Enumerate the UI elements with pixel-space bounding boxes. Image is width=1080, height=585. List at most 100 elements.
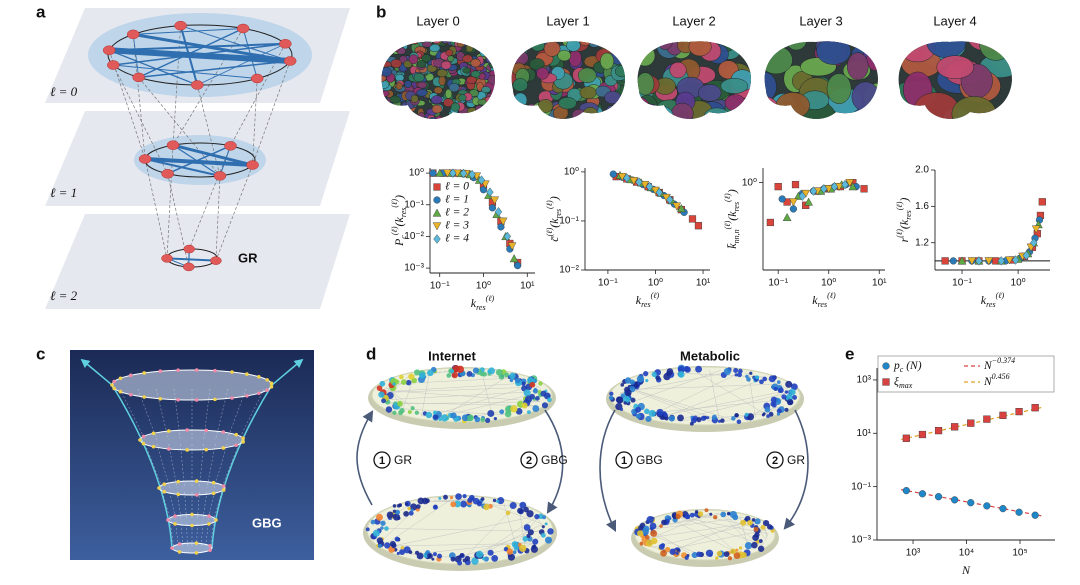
- network-node: [377, 543, 382, 548]
- network-node: [666, 370, 672, 377]
- layer-link: [226, 388, 247, 441]
- network-node: [532, 388, 539, 394]
- step-label: GR: [787, 453, 805, 467]
- data-point: [782, 212, 792, 221]
- panel-a: [45, 8, 350, 309]
- brain-parcel: [423, 41, 433, 44]
- network-node: [646, 516, 654, 524]
- network-node: [389, 540, 396, 547]
- network-node: [432, 552, 437, 557]
- brain-parcel: [433, 86, 443, 94]
- brain-parcel: [579, 86, 597, 100]
- network-node: [151, 431, 156, 436]
- network-node: [385, 406, 393, 413]
- network-node: [211, 480, 216, 485]
- step-circle: [615, 451, 633, 469]
- brain-parcel: [381, 74, 387, 83]
- network-node: [472, 367, 479, 374]
- network-node: [167, 447, 171, 451]
- brain-parcel: [764, 71, 777, 102]
- network-node: [762, 376, 768, 382]
- data-point: [623, 173, 631, 183]
- brain-parcel: [381, 90, 390, 98]
- network-edge: [759, 542, 765, 547]
- brain-parcel: [709, 113, 731, 119]
- brain-parcel: [417, 112, 426, 119]
- data-point: [820, 184, 828, 194]
- network-node: [509, 502, 517, 510]
- brain-parcel: [417, 122, 426, 129]
- brain-surface: [381, 41, 496, 129]
- brain-parcel: [515, 111, 528, 119]
- supernode-link: [172, 28, 244, 146]
- network-node: [438, 496, 442, 500]
- network-node: [615, 396, 623, 404]
- brain-parcel: [846, 52, 869, 81]
- network-node: [427, 369, 434, 377]
- network-edge: [382, 390, 541, 402]
- network-node: [523, 524, 531, 531]
- data-point: [459, 168, 468, 179]
- label-part: k̄: [725, 243, 739, 249]
- network-node: [609, 391, 614, 396]
- network-node: [734, 373, 738, 377]
- network-node: [132, 72, 145, 83]
- brain-parcel: [476, 118, 485, 119]
- brain-parcel: [425, 120, 434, 129]
- brain-parcel: [530, 41, 546, 52]
- brain-parcel: [421, 41, 432, 42]
- network-node: [221, 488, 226, 492]
- network-node: [474, 416, 481, 423]
- brain-parcel: [491, 108, 496, 115]
- brain-parcel: [400, 110, 412, 118]
- brain-parcel: [421, 120, 428, 126]
- panel-label: b: [376, 2, 386, 21]
- network-node: [747, 520, 753, 526]
- network-node: [498, 373, 505, 380]
- data-point: [490, 196, 500, 205]
- brain-parcel: [438, 75, 446, 86]
- network-node: [142, 395, 147, 399]
- network-node: [637, 530, 644, 537]
- layer-link: [197, 491, 200, 521]
- brain-parcel: [381, 67, 392, 77]
- data-point: [778, 195, 786, 203]
- label-part: −0.374: [992, 356, 1015, 365]
- layer-label: ℓ = 2: [50, 288, 78, 303]
- network-node: [250, 73, 264, 84]
- brain-parcel: [443, 98, 454, 108]
- network-node: [118, 376, 123, 381]
- step-badge: 1 GR: [373, 451, 412, 469]
- network-edge: [642, 521, 757, 540]
- x-tick-label: 10⁻¹: [430, 281, 450, 292]
- network-node: [399, 549, 406, 555]
- network-node: [138, 438, 142, 442]
- network-node: [624, 386, 630, 393]
- brain-parcel: [400, 110, 409, 119]
- y-axis-label: Pc(ℓ)(kres(ℓ)): [390, 195, 408, 247]
- network-node: [471, 557, 479, 565]
- legend-label: ℓ = 0: [445, 181, 469, 193]
- network-node: [512, 550, 517, 555]
- network-node: [648, 409, 656, 417]
- network-node: [210, 256, 222, 265]
- brain-parcel: [381, 101, 387, 111]
- label-part: (N): [903, 360, 921, 372]
- network-node: [190, 523, 194, 528]
- network-node: [514, 377, 521, 384]
- brain-parcel: [466, 76, 477, 85]
- network-node: [432, 410, 438, 415]
- network-title: Metabolic: [680, 348, 740, 363]
- supernode-link: [166, 145, 174, 259]
- brain-parcel: [490, 89, 496, 96]
- brain-parcel: [389, 95, 401, 104]
- network-node: [510, 405, 518, 413]
- brain-parcel: [605, 105, 618, 119]
- y-tick-label: 10⁻¹: [404, 199, 424, 210]
- brain-parcel: [604, 90, 622, 105]
- data-point: [941, 257, 949, 265]
- label-part: (k: [725, 211, 739, 221]
- network-edge: [132, 34, 140, 78]
- network-node: [376, 537, 384, 544]
- brain-parcel: [615, 41, 626, 55]
